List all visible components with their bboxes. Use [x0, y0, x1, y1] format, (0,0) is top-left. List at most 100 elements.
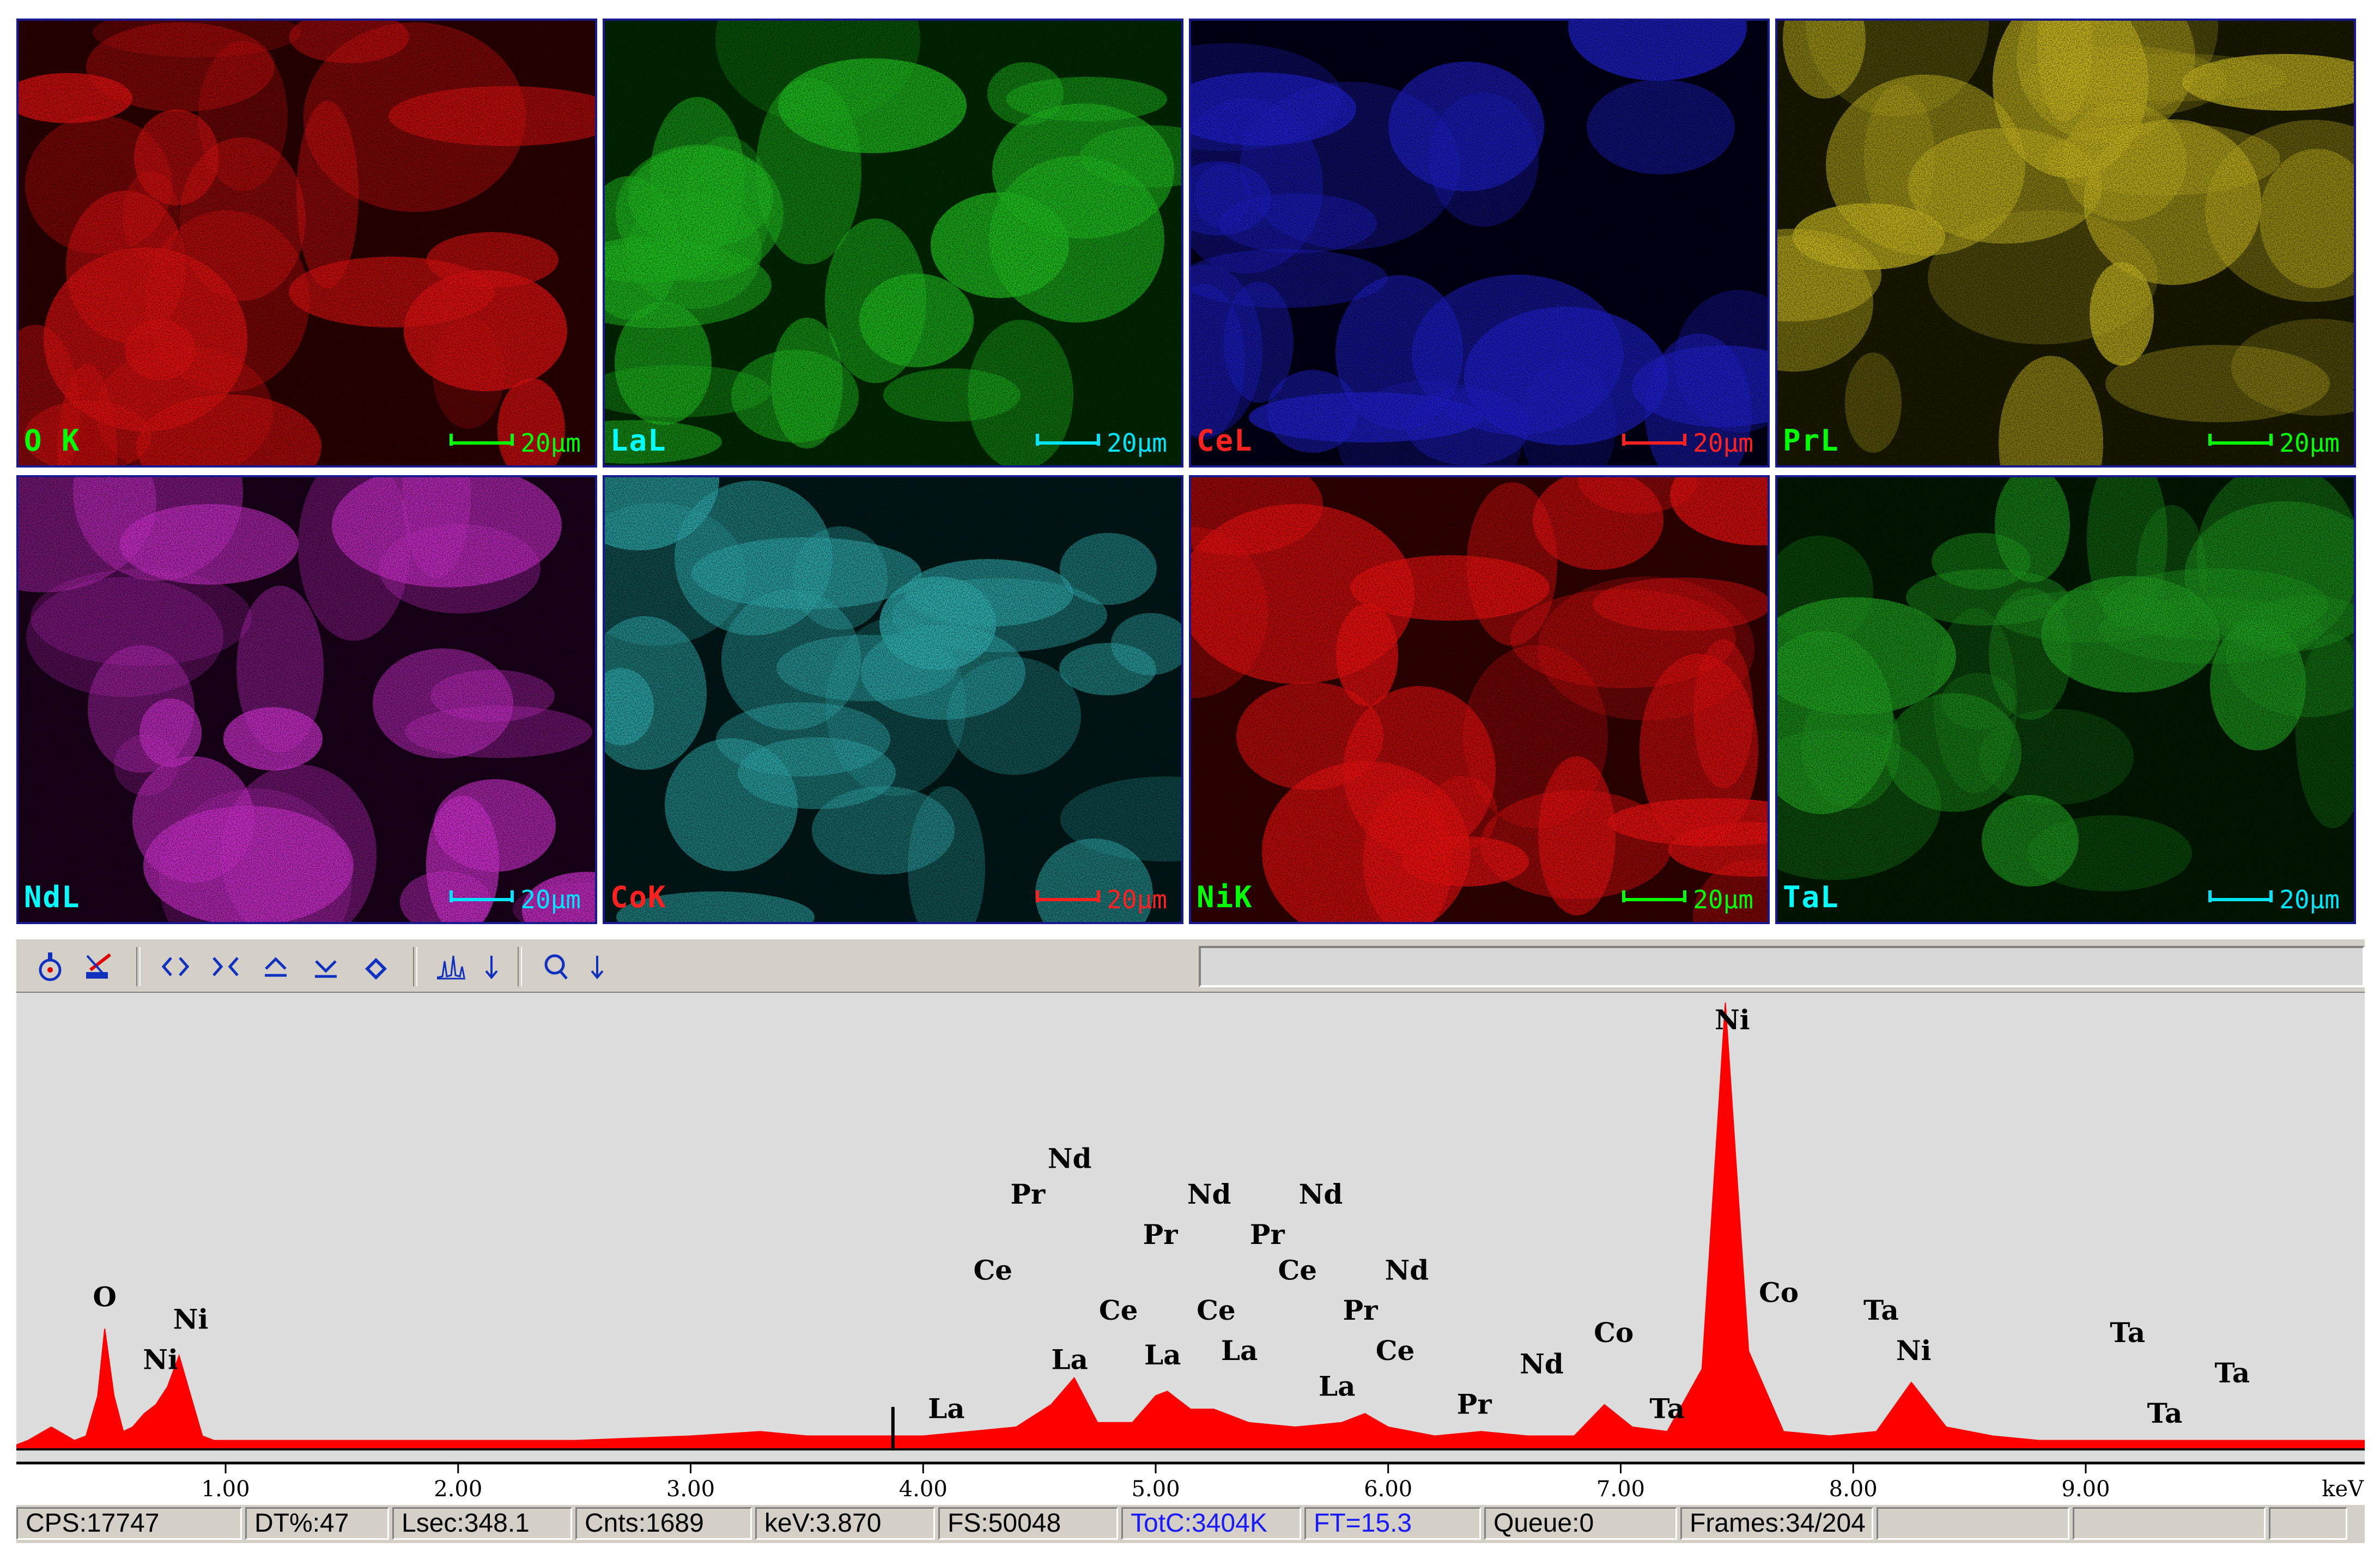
element-map-label: CeL — [1197, 423, 1253, 458]
scale-bar: 20μm — [1036, 885, 1167, 914]
eds-spectrum-chart[interactable]: O Ni Ni La Ce Pr Nd La Ce Pr La Nd Ce La Pr Nd Ce La Pr Nd C… — [16, 993, 2365, 1461]
peak-label: La — [1144, 1339, 1181, 1371]
element-map-label: NiK — [1197, 880, 1253, 914]
marker-icon[interactable] — [82, 949, 117, 984]
element-map-texture — [1191, 477, 1768, 922]
scale-bar-line — [1622, 434, 1687, 446]
toolbar-text-field[interactable] — [1199, 946, 2365, 987]
axis-tick-label: 9.00 — [2061, 1477, 2110, 1502]
element-map-texture — [1191, 21, 1768, 465]
element-map-label: LaL — [610, 423, 667, 458]
peak-label: La — [928, 1393, 965, 1425]
status-field — [2269, 1507, 2347, 1540]
status-field: Queue:0 — [1484, 1507, 1677, 1540]
axis-tick-label: 3.00 — [666, 1477, 715, 1502]
expand-horizontal-icon[interactable] — [158, 949, 193, 984]
peak-label: Ni — [1715, 1004, 1750, 1036]
element-map-cel[interactable]: CeL 20μm — [1189, 19, 1770, 468]
peak-label: Ni — [173, 1303, 209, 1336]
status-field: keV:3.870 — [755, 1507, 935, 1540]
peak-id-icon[interactable] — [434, 949, 469, 984]
axis-tick-label: 4.00 — [899, 1477, 948, 1502]
status-field: Lsec:348.1 — [392, 1507, 572, 1540]
element-map-prl[interactable]: PrL 20μm — [1775, 19, 2356, 468]
element-map-texture — [605, 21, 1181, 465]
status-field: Frames:34/204 — [1680, 1507, 1873, 1540]
scale-bar: 20μm — [1622, 885, 1753, 914]
scale-bar: 20μm — [1036, 428, 1167, 458]
down-arrow-icon[interactable] — [474, 949, 509, 984]
peak-label: Ta — [2147, 1397, 2183, 1429]
zoom-icon[interactable] — [539, 949, 574, 984]
erase-icon[interactable] — [359, 949, 393, 984]
peak-label: Ce — [1197, 1294, 1236, 1326]
axis-tick-label: 6.00 — [1364, 1477, 1412, 1502]
peak-label: La — [1221, 1334, 1258, 1367]
scale-bar-text: 20μm — [1107, 428, 1167, 458]
scale-bar-line — [450, 890, 514, 902]
element-map-texture — [1777, 21, 2354, 465]
peak-label: Pr — [1010, 1178, 1046, 1210]
peak-label: Nd — [1048, 1142, 1092, 1174]
down-arrow-icon[interactable] — [580, 949, 615, 984]
element-map-label: PrL — [1783, 423, 1839, 458]
scale-bar-line — [2208, 434, 2273, 446]
energy-axis: 1.00 2.00 3.00 4.00 5.00 6.00 7.00 8.00 9.00 keV — [16, 1461, 2365, 1505]
element-map-texture — [1777, 477, 2354, 922]
scale-down-icon[interactable] — [308, 949, 343, 984]
axis-tick-label: 2.00 — [434, 1477, 482, 1502]
peak-label: Ta — [2110, 1316, 2145, 1349]
axis-unit-label: keV — [2322, 1477, 2364, 1502]
peak-label: Ta — [1863, 1294, 1899, 1326]
peak-label: Ta — [2214, 1357, 2250, 1389]
element-map-texture — [605, 477, 1181, 922]
peak-label: Nd — [1385, 1254, 1429, 1286]
element-map-lal[interactable]: LaL 20μm — [603, 19, 1183, 468]
status-field: Cnts:1689 — [575, 1507, 752, 1540]
probe-icon[interactable] — [33, 949, 68, 984]
scale-bar-text: 20μm — [2279, 428, 2340, 458]
peak-label: Pr — [1143, 1218, 1179, 1251]
spectrum-toolbar — [16, 938, 2365, 993]
axis-tick-label: 5.00 — [1131, 1477, 1180, 1502]
status-field — [1877, 1507, 2069, 1540]
peak-label: La — [1319, 1370, 1356, 1403]
peak-label: Ce — [1376, 1334, 1415, 1367]
status-field: FS:50048 — [938, 1507, 1118, 1540]
peak-label: Pr — [1457, 1388, 1492, 1420]
peak-label: Nd — [1520, 1348, 1564, 1380]
element-map-label: TaL — [1783, 880, 1839, 914]
axis-tick-label: 8.00 — [1829, 1477, 1878, 1502]
axis-tick-label: 7.00 — [1596, 1477, 1645, 1502]
element-map-ok[interactable]: O K 20μm — [16, 19, 597, 468]
peak-label: La — [1051, 1343, 1088, 1375]
status-field: DT%:47 — [245, 1507, 389, 1540]
scale-bar-line — [1036, 434, 1101, 446]
element-map-tal[interactable]: TaL 20μm — [1775, 475, 2356, 924]
element-map-texture — [19, 477, 595, 922]
compress-horizontal-icon[interactable] — [208, 949, 243, 984]
scale-bar-line — [1036, 890, 1101, 902]
peak-label: Ta — [1649, 1393, 1685, 1425]
element-map-label: CoK — [610, 880, 667, 914]
element-map-label: NdL — [24, 880, 81, 914]
peak-label: Ce — [973, 1254, 1012, 1286]
peak-label: Co — [1759, 1276, 1799, 1308]
spectrum-series — [16, 1002, 2365, 1450]
scale-up-icon[interactable] — [258, 949, 293, 984]
element-map-ndl[interactable]: NdL 20μm — [16, 475, 597, 924]
scale-bar-line — [450, 434, 514, 446]
status-field — [2073, 1507, 2266, 1540]
peak-label: Ce — [1278, 1254, 1317, 1286]
element-map-label: O K — [24, 423, 81, 458]
scale-bar: 20μm — [1622, 428, 1753, 458]
peak-label: Co — [1594, 1316, 1634, 1349]
status-field: TotC:3404K — [1121, 1507, 1301, 1540]
axis-tick-label: 1.00 — [202, 1477, 250, 1502]
scale-bar: 20μm — [2208, 885, 2340, 914]
scale-bar-text: 20μm — [1693, 428, 1753, 458]
element-map-nik[interactable]: NiK 20μm — [1189, 475, 1770, 924]
peak-label: Ce — [1099, 1294, 1138, 1326]
peak-label: Nd — [1299, 1178, 1343, 1210]
element-map-cok[interactable]: CoK 20μm — [603, 475, 1183, 924]
